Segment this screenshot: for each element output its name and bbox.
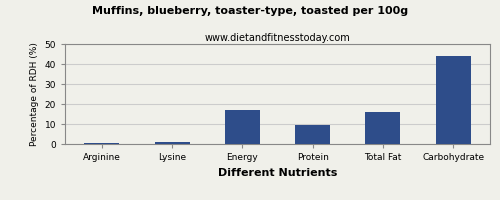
Title: www.dietandfitnesstoday.com: www.dietandfitnesstoday.com <box>204 33 350 43</box>
Bar <box>366 112 400 144</box>
Bar <box>154 142 190 144</box>
Bar <box>295 125 330 144</box>
X-axis label: Different Nutrients: Different Nutrients <box>218 168 337 178</box>
Bar <box>225 110 260 144</box>
Bar <box>84 143 120 144</box>
Text: Muffins, blueberry, toaster-type, toasted per 100g: Muffins, blueberry, toaster-type, toaste… <box>92 6 408 16</box>
Bar <box>436 56 470 144</box>
Y-axis label: Percentage of RDH (%): Percentage of RDH (%) <box>30 42 39 146</box>
